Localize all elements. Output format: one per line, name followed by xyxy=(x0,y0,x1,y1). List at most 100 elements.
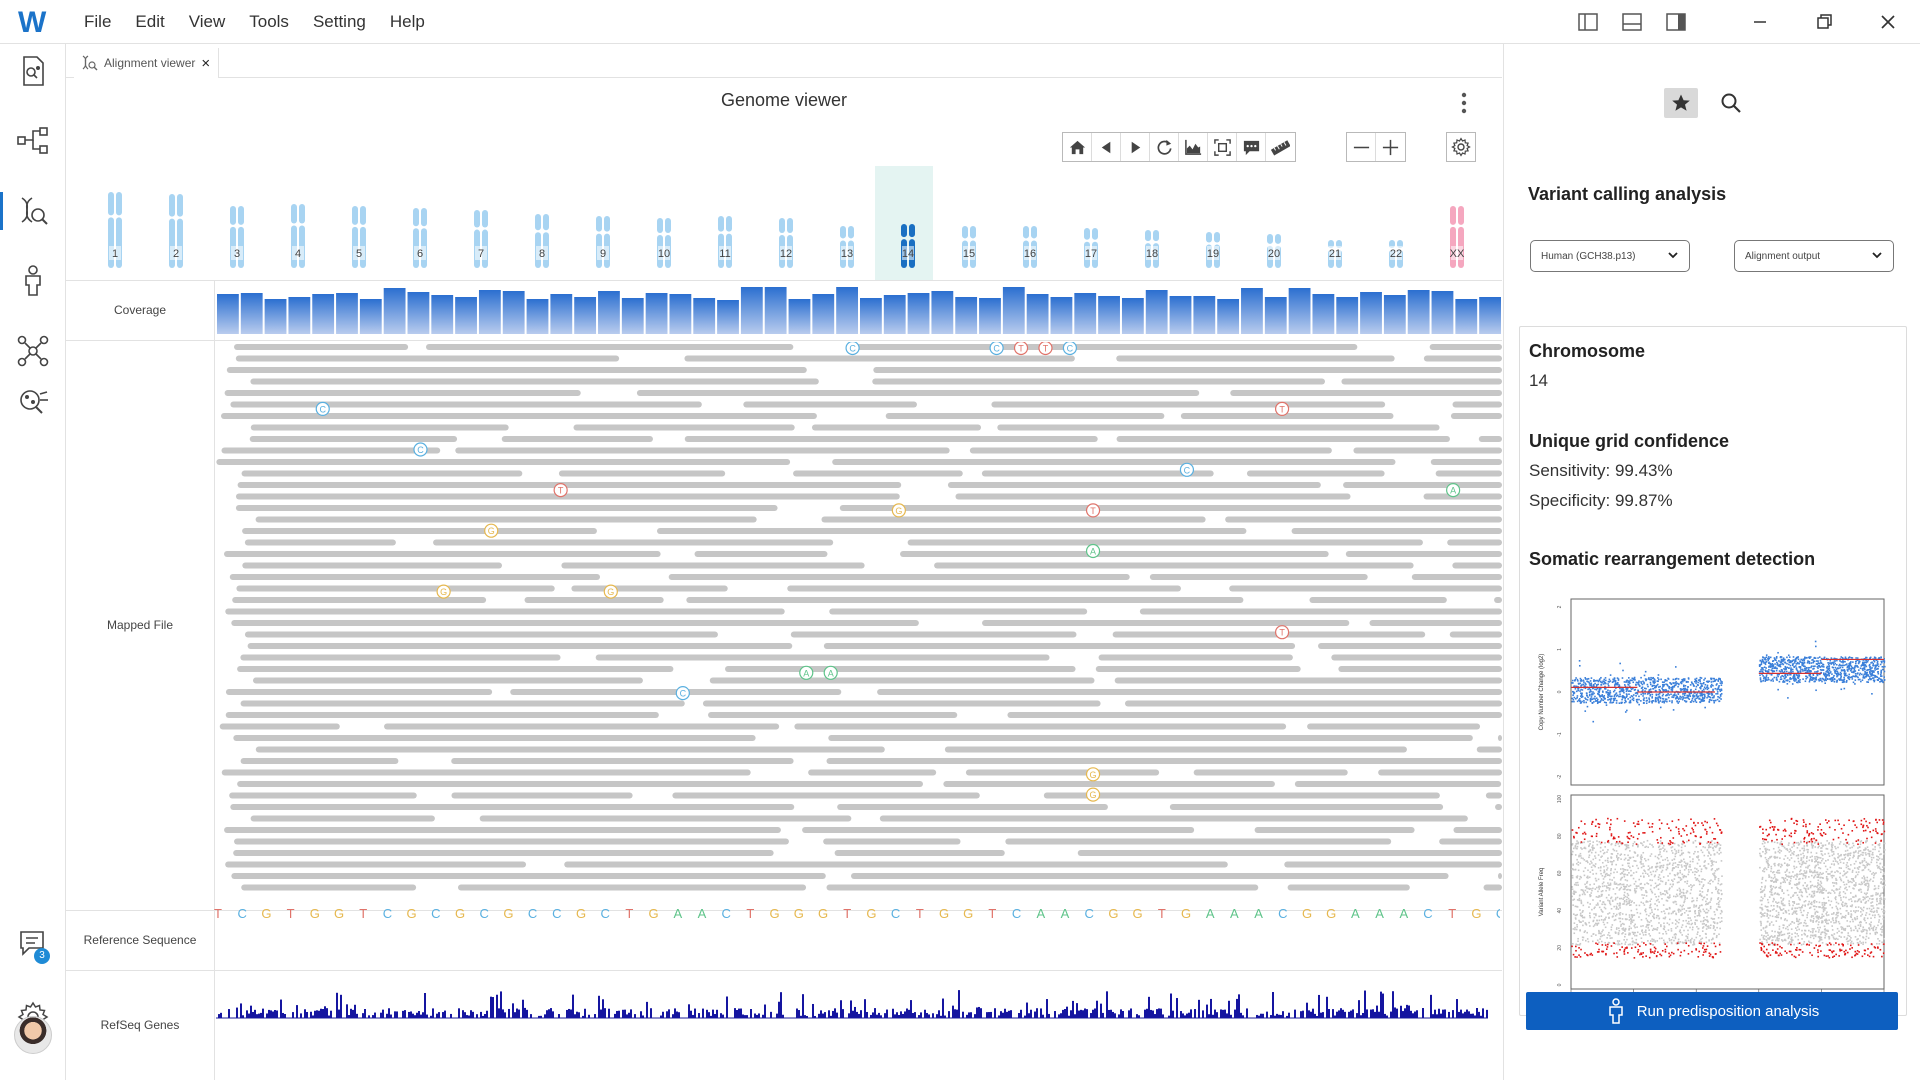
genome-select[interactable]: Human (GCH38.p13) xyxy=(1530,240,1690,272)
copy-number-point xyxy=(1674,684,1677,686)
chromosome-14[interactable]: 14 xyxy=(901,224,915,268)
search-button[interactable] xyxy=(1716,88,1746,118)
favorite-button[interactable] xyxy=(1664,88,1698,118)
variant-marker[interactable]: G xyxy=(1085,767,1101,782)
variant-marker[interactable]: G xyxy=(484,523,499,538)
mapped-reads-track[interactable]: CCTTCCTCCTAGTGAGGTAACGGG xyxy=(216,342,1502,902)
menu-view[interactable]: View xyxy=(188,12,226,31)
chromosome-11[interactable]: 11 xyxy=(718,216,732,268)
copy-number-point xyxy=(1775,669,1778,672)
variant-marker[interactable]: T xyxy=(1274,401,1290,417)
person-icon[interactable] xyxy=(12,260,54,302)
variant-marker[interactable]: C xyxy=(413,442,428,457)
variant-marker[interactable]: G xyxy=(1085,787,1101,802)
restore-icon[interactable] xyxy=(1802,0,1846,44)
chromosome-7[interactable]: 7 xyxy=(474,210,488,268)
ruler-icon[interactable] xyxy=(1266,133,1295,161)
chromosome-19[interactable]: 19 xyxy=(1206,232,1220,268)
variant-marker[interactable]: C xyxy=(675,686,690,701)
output-select[interactable]: Alignment output xyxy=(1734,240,1894,272)
vaf-highlight-point xyxy=(1621,946,1623,948)
variant-marker[interactable]: C xyxy=(1062,342,1078,356)
chromosome-17[interactable]: 17 xyxy=(1084,228,1098,268)
back-icon[interactable] xyxy=(1092,133,1121,161)
vaf-point xyxy=(1608,916,1610,919)
chromosome-22[interactable]: 22 xyxy=(1389,240,1403,268)
chromosome-12[interactable]: 12 xyxy=(779,218,793,268)
variant-marker[interactable]: T xyxy=(553,483,568,498)
more-options-icon[interactable] xyxy=(1459,92,1469,114)
variant-marker[interactable]: C xyxy=(989,342,1004,356)
vaf-point xyxy=(1711,861,1713,864)
variant-marker[interactable]: C xyxy=(845,342,860,356)
variant-marker[interactable]: A xyxy=(799,665,814,680)
refseq-genes-track[interactable] xyxy=(216,980,1502,1020)
comment-icon[interactable] xyxy=(1237,133,1266,161)
close-icon[interactable] xyxy=(1866,0,1910,44)
chromosome-6[interactable]: 6 xyxy=(413,208,427,268)
chromosome-4[interactable]: 4 xyxy=(291,204,305,268)
minimize-icon[interactable] xyxy=(1738,0,1782,44)
chromosome-21[interactable]: 21 xyxy=(1328,240,1342,268)
variant-marker[interactable]: G xyxy=(436,584,451,599)
menu-setting[interactable]: Setting xyxy=(312,12,366,31)
variant-marker[interactable]: T xyxy=(1085,503,1101,518)
layout-bottom-icon[interactable] xyxy=(1610,0,1654,44)
chromosome-10[interactable]: 10 xyxy=(657,218,671,268)
copy-number-point xyxy=(1847,677,1850,680)
variant-marker[interactable]: A xyxy=(823,665,838,680)
tab-alignment-viewer[interactable]: Alignment viewer × xyxy=(74,48,220,78)
menu-edit[interactable]: Edit xyxy=(135,12,165,31)
molecule-search-icon[interactable] xyxy=(12,380,54,422)
coverage-track[interactable] xyxy=(216,284,1502,336)
tab-close-button[interactable]: × xyxy=(201,54,211,72)
chromosome-16[interactable]: 16 xyxy=(1023,226,1037,268)
refresh-icon[interactable] xyxy=(1150,133,1179,161)
chromosome-18[interactable]: 18 xyxy=(1145,230,1159,268)
avatar[interactable] xyxy=(14,1016,52,1054)
patient-search-icon[interactable] xyxy=(12,50,54,92)
zoom-in-icon[interactable] xyxy=(1376,133,1405,161)
chromosome-3[interactable]: 3 xyxy=(230,206,244,268)
gene-mark xyxy=(508,1008,510,1018)
vaf-point xyxy=(1597,854,1600,856)
chromosome-20[interactable]: 20 xyxy=(1267,234,1281,268)
chromosome-5[interactable]: 5 xyxy=(352,206,366,268)
zoom-out-icon[interactable] xyxy=(1347,133,1376,161)
layout-left-icon[interactable] xyxy=(1566,0,1610,44)
variant-marker[interactable]: A xyxy=(1085,543,1101,559)
variant-marker[interactable]: C xyxy=(315,401,330,417)
variant-marker[interactable]: T xyxy=(1038,342,1053,356)
menu-tools[interactable]: Tools xyxy=(249,12,289,31)
chromosome-2[interactable]: 2 xyxy=(169,194,183,268)
copy-number-point xyxy=(1674,692,1676,694)
home-icon[interactable] xyxy=(1063,133,1092,161)
menu-file[interactable]: File xyxy=(84,12,112,31)
network-icon[interactable] xyxy=(12,330,54,372)
chromosome-9[interactable]: 9 xyxy=(596,216,610,268)
chromosome-13[interactable]: 13 xyxy=(840,226,854,268)
fit-icon[interactable] xyxy=(1208,133,1237,161)
variant-marker[interactable]: T xyxy=(1013,342,1029,356)
variant-marker[interactable]: T xyxy=(1274,625,1290,640)
histogram-icon[interactable] xyxy=(1179,133,1208,161)
messages-icon[interactable] xyxy=(12,922,54,964)
variant-marker[interactable]: G xyxy=(603,584,618,599)
viewer-settings-button[interactable] xyxy=(1446,132,1476,162)
menu-help[interactable]: Help xyxy=(389,12,425,31)
chromosome-XX[interactable]: XX xyxy=(1450,206,1465,268)
read xyxy=(965,769,1160,776)
dna-search-icon[interactable] xyxy=(0,190,54,232)
vaf-point xyxy=(1635,908,1638,911)
chromosome-1[interactable]: 1 xyxy=(108,192,122,268)
variant-marker[interactable]: G xyxy=(891,503,906,518)
workflow-icon[interactable] xyxy=(12,120,54,162)
variant-marker[interactable]: C xyxy=(1179,462,1195,477)
copy-number-point xyxy=(1771,667,1774,670)
chromosome-8[interactable]: 8 xyxy=(535,214,549,268)
layout-right-icon[interactable] xyxy=(1654,0,1698,44)
chromosome-15[interactable]: 15 xyxy=(962,226,976,268)
variant-marker[interactable]: A xyxy=(1446,483,1461,498)
forward-icon[interactable] xyxy=(1121,133,1150,161)
